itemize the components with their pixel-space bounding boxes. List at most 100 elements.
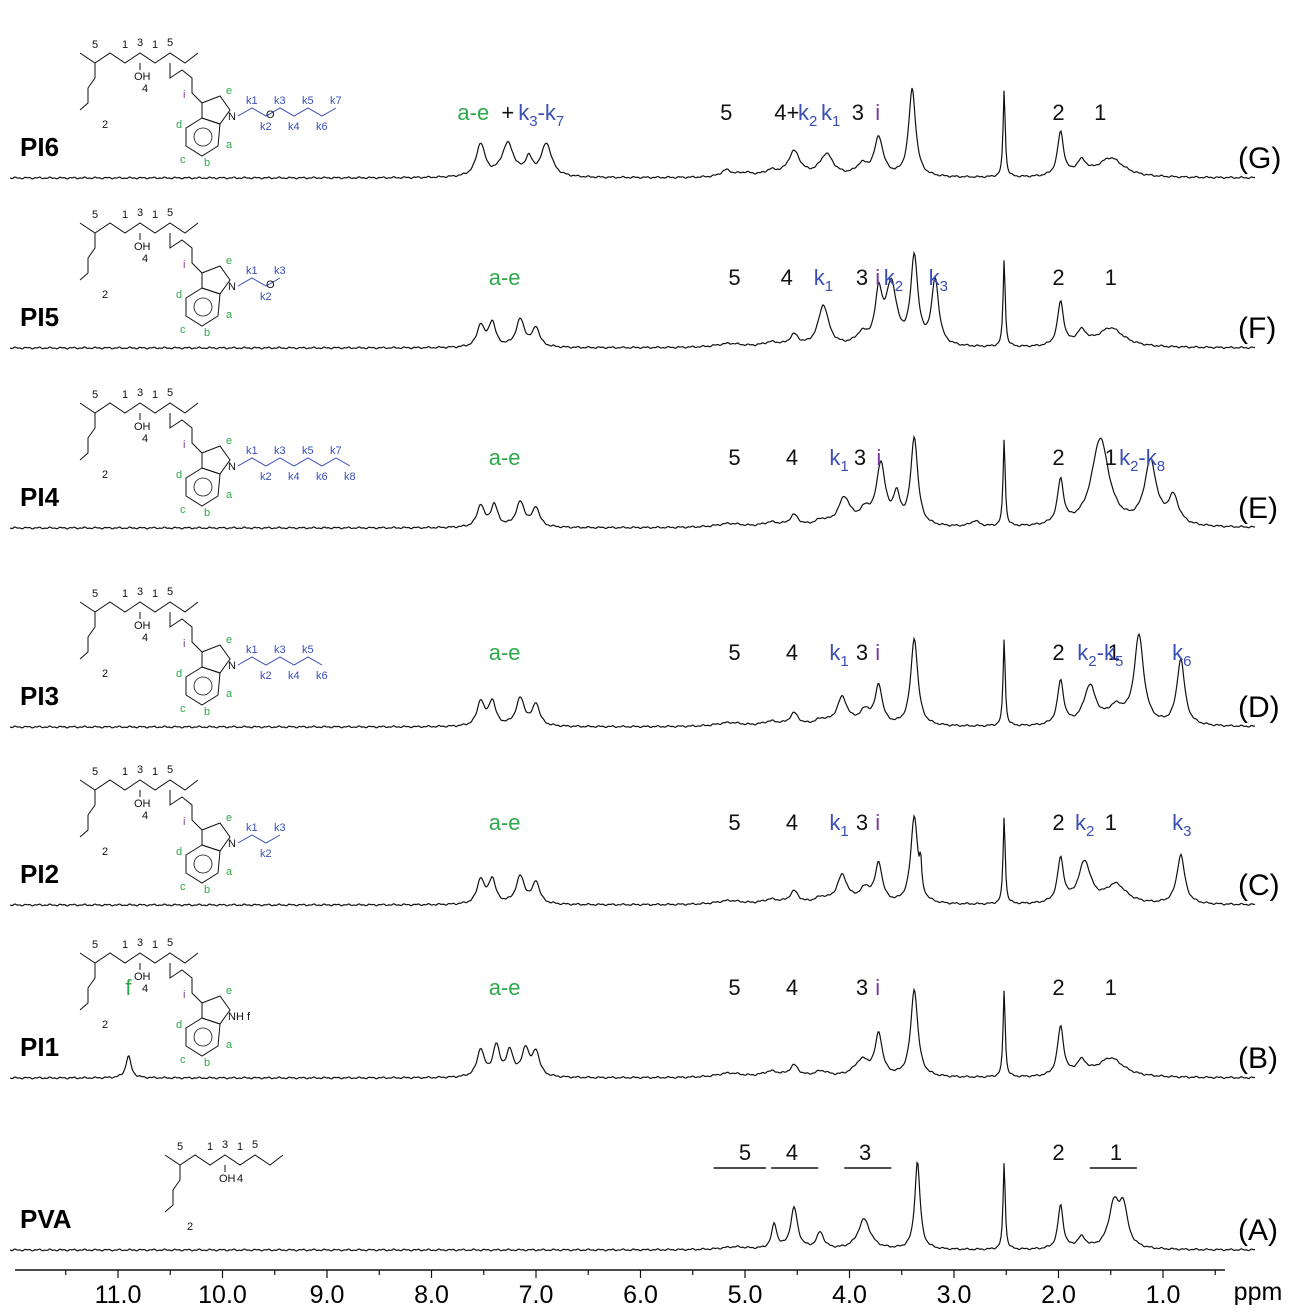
- atom-number: 1: [152, 389, 158, 401]
- atom-number: 1: [122, 209, 128, 221]
- x-tick-label: 4.0: [832, 1281, 867, 1308]
- atom-number: 5: [92, 939, 98, 951]
- peak-label: 1: [1108, 640, 1120, 665]
- peak-label: i: [875, 975, 880, 1000]
- peak-label: 4+: [774, 100, 799, 125]
- atom-number: 2: [102, 1019, 108, 1031]
- atom-number: 3: [137, 37, 143, 49]
- sample-label: PI2: [20, 859, 59, 889]
- peak-label: 2: [1052, 640, 1064, 665]
- ring-position: d: [176, 119, 182, 131]
- atom-number: 2: [187, 1221, 193, 1233]
- peak-label: 5: [728, 640, 740, 665]
- atom-number: 2: [102, 119, 108, 131]
- peak-label: 3: [852, 100, 864, 125]
- ring-position: c: [180, 154, 186, 166]
- ring-position: b: [204, 1057, 210, 1069]
- ring-position: c: [180, 324, 186, 336]
- chain-position: k5: [302, 445, 314, 457]
- x-tick-label: 3.0: [937, 1281, 972, 1308]
- panel-label: (A): [1238, 1214, 1278, 1247]
- peak-label: 3: [856, 810, 868, 835]
- peak-label: i: [875, 265, 880, 290]
- sample-label: PI6: [20, 132, 59, 162]
- peak-label: 1: [1105, 265, 1117, 290]
- atom-number: 2: [102, 289, 108, 301]
- atom-number: 5: [92, 39, 98, 51]
- atom-number: 1: [122, 939, 128, 951]
- atom-number: 1: [152, 939, 158, 951]
- atom-number: 5: [167, 387, 173, 399]
- atom-number: 3: [137, 764, 143, 776]
- nitrogen-label: NH f: [228, 1011, 251, 1023]
- atom-number: 5: [252, 1139, 258, 1151]
- pyrrole-ring: [201, 995, 231, 1025]
- ring-position: c: [180, 504, 186, 516]
- atom-number: 2: [102, 668, 108, 680]
- x-tick-label: 7.0: [519, 1281, 554, 1308]
- chain-position: k3: [274, 644, 286, 656]
- atom-number: 5: [92, 389, 98, 401]
- peak-label: i: [876, 445, 881, 470]
- ring-position: d: [176, 1019, 182, 1031]
- spectrum-trace-e: [9, 434, 1256, 530]
- ring-position: c: [180, 703, 186, 715]
- chain-position: k2: [260, 121, 272, 133]
- peak-label: a-e: [489, 265, 521, 290]
- chain-position: k4: [288, 471, 300, 483]
- peak-label: a-e: [489, 640, 521, 665]
- peak-label: +: [501, 100, 514, 125]
- atom-number: 1: [152, 588, 158, 600]
- nitrogen-label: N: [228, 838, 236, 850]
- ring-position: i: [183, 259, 185, 271]
- atom-number: 4: [142, 983, 148, 995]
- atom-number: 5: [92, 588, 98, 600]
- spectrum-trace-g: [9, 87, 1256, 180]
- peak-label: 3: [859, 1140, 871, 1165]
- peak-label: 2: [1052, 100, 1064, 125]
- ring-position: b: [204, 507, 210, 519]
- spectrum-trace-f: [9, 250, 1256, 350]
- pyrrole-ring: [201, 822, 231, 852]
- chain-position: k2: [260, 670, 272, 682]
- peak-label: a-e: [489, 810, 521, 835]
- oxygen-label: O: [266, 279, 275, 291]
- ring-position: b: [204, 327, 210, 339]
- panel-label: (C): [1238, 869, 1280, 902]
- chain-position: k2: [260, 291, 272, 303]
- panel-label: (G): [1238, 142, 1281, 175]
- panel-label: (B): [1238, 1042, 1278, 1075]
- ring-position: i: [183, 816, 185, 828]
- peak-label: k3: [929, 265, 948, 295]
- ring-position: i: [183, 89, 185, 101]
- sample-label: PI1: [20, 1032, 59, 1062]
- ring-position: b: [204, 157, 210, 169]
- ring-position: d: [176, 668, 182, 680]
- nitrogen-label: N: [228, 660, 236, 672]
- atom-number: 1: [152, 766, 158, 778]
- peak-label: 3: [856, 975, 868, 1000]
- benzene-ring: [185, 287, 221, 327]
- ring-position: e: [226, 985, 232, 997]
- backbone: [164, 1154, 284, 1166]
- peak-label: 2: [1052, 265, 1064, 290]
- atom-number: 3: [222, 1139, 228, 1151]
- peak-label: 5: [728, 810, 740, 835]
- backbone: [79, 601, 199, 613]
- chain-position: k1: [246, 644, 258, 656]
- atom-number: 3: [137, 387, 143, 399]
- chain-position: k3: [274, 265, 286, 277]
- nitrogen-label: N: [228, 461, 236, 473]
- atom-number: 3: [137, 937, 143, 949]
- pyrrole-ring: [201, 445, 231, 475]
- chain-position: k6: [316, 121, 328, 133]
- peak-label: 5: [728, 445, 740, 470]
- atom-number: 4: [142, 83, 148, 95]
- ring-position: c: [180, 881, 186, 893]
- atom-number: 5: [167, 937, 173, 949]
- nitrogen-label: N: [228, 111, 236, 123]
- x-tick-label: 8.0: [414, 1281, 449, 1308]
